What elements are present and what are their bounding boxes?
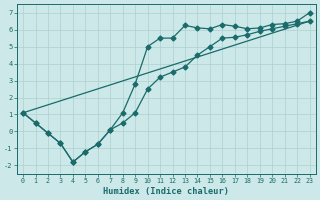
- X-axis label: Humidex (Indice chaleur): Humidex (Indice chaleur): [103, 187, 229, 196]
